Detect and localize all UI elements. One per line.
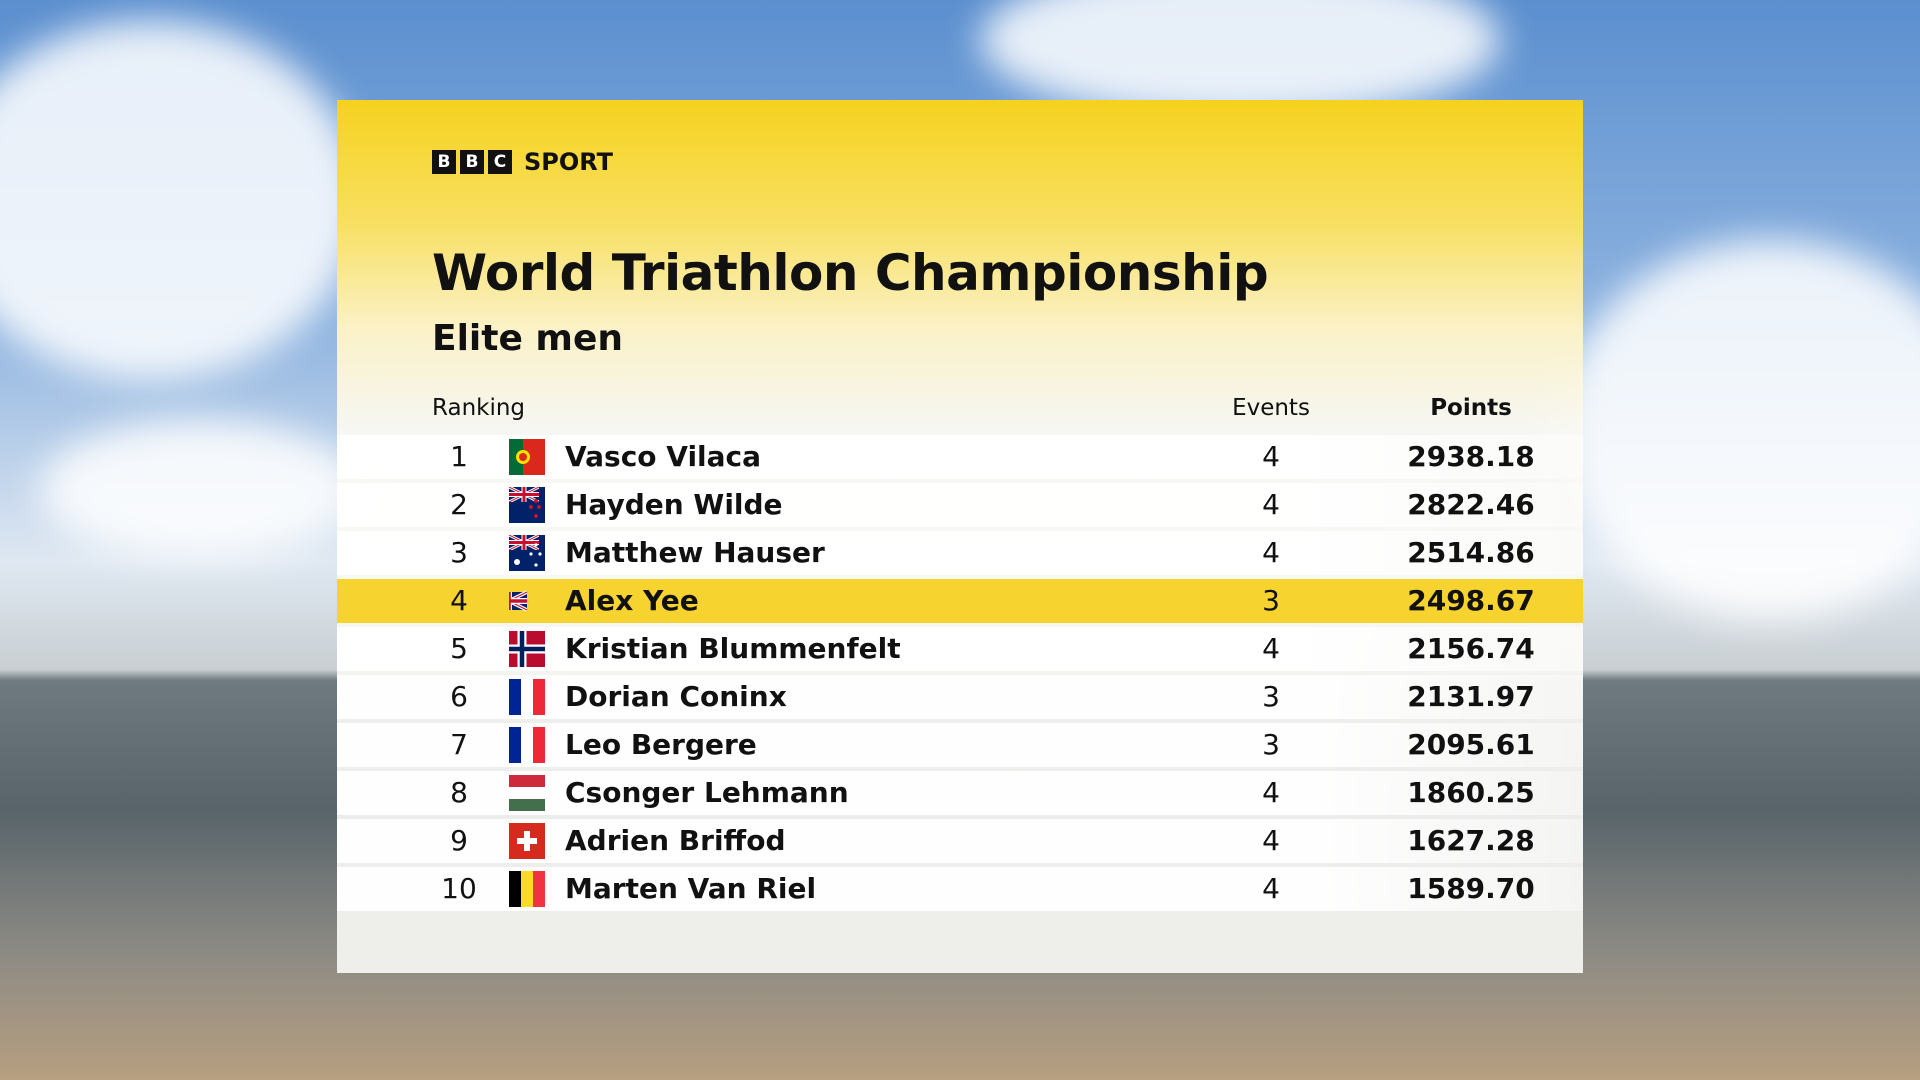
athlete-name: Marten Van Riel — [565, 872, 817, 905]
rank: 1 — [450, 440, 468, 473]
points: 2498.67 — [1407, 584, 1535, 617]
title: World Triathlon Championship — [432, 244, 1269, 302]
athlete-name: Hayden Wilde — [565, 488, 783, 521]
athlete-name: Leo Bergere — [565, 728, 757, 761]
events: 4 — [1262, 776, 1280, 809]
events: 4 — [1262, 488, 1280, 521]
brand: SPORT — [524, 148, 614, 176]
points: 2131.97 — [1407, 680, 1535, 713]
table-row: 3 Matthew Hauser 4 2514.86 — [337, 531, 1583, 575]
athlete-name: Dorian Coninx — [565, 680, 787, 713]
athlete-name: Kristian Blummenfelt — [565, 632, 901, 665]
flag — [509, 535, 545, 571]
events: 4 — [1262, 440, 1280, 473]
table-row: 6 Dorian Coninx 3 2131.97 — [337, 675, 1583, 719]
rank: 4 — [450, 584, 468, 617]
athlete-name: Matthew Hauser — [565, 536, 825, 569]
logo-letter: B — [432, 150, 456, 174]
points: 2822.46 — [1407, 488, 1535, 521]
cloud — [1560, 240, 1920, 620]
points: 2938.18 — [1407, 440, 1535, 473]
table-row: 7 Leo Bergere 3 2095.61 — [337, 723, 1583, 767]
events: 4 — [1262, 872, 1280, 905]
flag — [509, 871, 545, 907]
points: 2156.74 — [1407, 632, 1535, 665]
events: 3 — [1262, 728, 1280, 761]
column-header: Points — [1430, 395, 1512, 421]
table-row: 2 Hayden Wilde 4 2822.46 — [337, 483, 1583, 527]
rank: 10 — [441, 872, 477, 905]
table-row: 5 Kristian Blummenfelt 4 2156.74 — [337, 627, 1583, 671]
table-row: 10 Marten Van Riel 4 1589.70 — [337, 867, 1583, 911]
rank: 6 — [450, 680, 468, 713]
events: 4 — [1262, 824, 1280, 857]
events: 3 — [1262, 680, 1280, 713]
flag — [509, 439, 545, 475]
events: 3 — [1262, 584, 1280, 617]
points: 1860.25 — [1407, 776, 1535, 809]
table-row: 1 Vasco Vilaca 4 2938.18 — [337, 435, 1583, 479]
rank: 7 — [450, 728, 468, 761]
table-row: 8 Csonger Lehmann 4 1860.25 — [337, 771, 1583, 815]
rank: 2 — [450, 488, 468, 521]
points: 1589.70 — [1407, 872, 1535, 905]
rank: 9 — [450, 824, 468, 857]
flag — [509, 775, 545, 811]
flag — [509, 583, 545, 619]
points: 2514.86 — [1407, 536, 1535, 569]
flag — [509, 823, 545, 859]
rank: 5 — [450, 632, 468, 665]
athlete-name: Alex Yee — [565, 584, 699, 617]
athlete-name: Vasco Vilaca — [565, 440, 762, 473]
cloud — [0, 20, 360, 380]
logo-letter: C — [488, 150, 512, 174]
events: 4 — [1262, 536, 1280, 569]
flag — [509, 487, 545, 523]
points: 2095.61 — [1407, 728, 1535, 761]
athlete-name: Adrien Briffod — [565, 824, 786, 857]
athlete-name: Csonger Lehmann — [565, 776, 849, 809]
rank: 8 — [450, 776, 468, 809]
logo-letter: B — [460, 150, 484, 174]
flag — [509, 679, 545, 715]
points: 1627.28 — [1407, 824, 1535, 857]
flag — [509, 631, 545, 667]
rank: 3 — [450, 536, 468, 569]
column-header: Events — [1232, 395, 1310, 421]
events: 4 — [1262, 632, 1280, 665]
cloud — [40, 420, 360, 560]
table-row: 9 Adrien Briffod 4 1627.28 — [337, 819, 1583, 863]
flag — [509, 727, 545, 763]
table-row: 4 Alex Yee 3 2498.67 — [337, 579, 1583, 623]
subtitle: Elite men — [432, 318, 623, 359]
column-header: Ranking — [432, 395, 526, 421]
bbc-sport-logo: B B C SPORT — [432, 148, 613, 176]
